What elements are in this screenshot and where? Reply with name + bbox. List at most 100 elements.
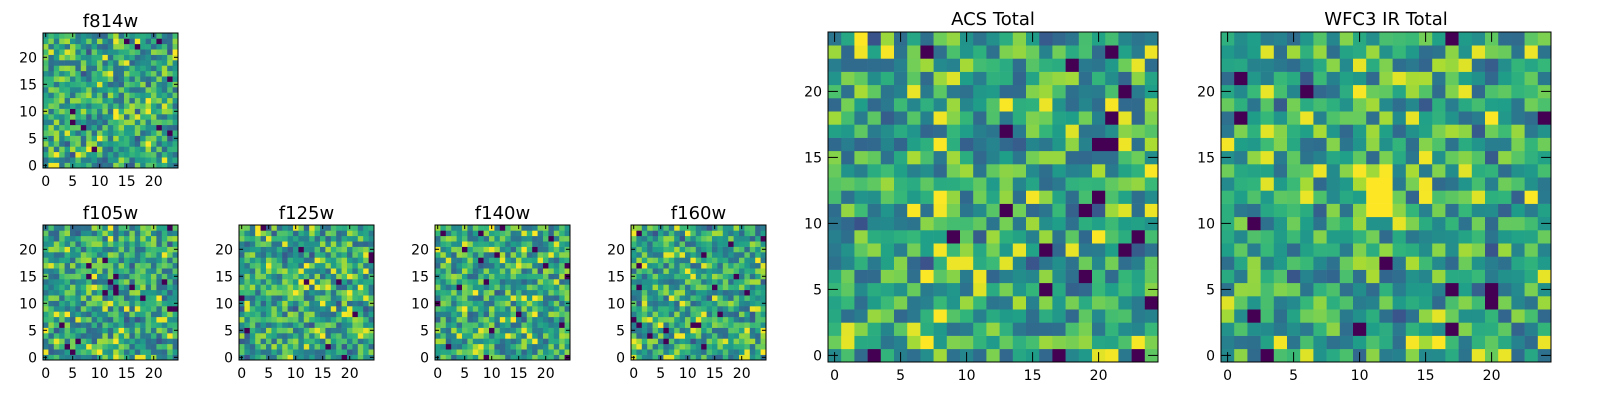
heatmap-cell <box>102 97 109 104</box>
heatmap-cell <box>97 257 103 264</box>
heatmap-cell <box>1313 32 1327 46</box>
heatmap-cell <box>1260 177 1275 191</box>
heatmap-cell <box>494 273 501 280</box>
heatmap-cell <box>1144 230 1159 244</box>
heatmap-cell <box>532 246 538 253</box>
heatmap-cell <box>1221 203 1235 218</box>
heatmap-cell <box>102 322 109 328</box>
heatmap-cell <box>118 124 125 131</box>
heatmap-cell <box>960 150 974 165</box>
heatmap-cell <box>357 273 364 280</box>
heatmap-cell <box>330 289 337 296</box>
heatmap-cell <box>140 252 146 258</box>
heatmap-cell <box>652 241 659 247</box>
heatmap-cell <box>282 333 288 339</box>
heatmap-cell <box>685 295 691 301</box>
heatmap-cell <box>276 295 283 301</box>
heatmap-cell <box>1118 282 1132 297</box>
heatmap-cell <box>156 338 163 345</box>
heatmap-cell <box>363 322 369 328</box>
heatmap-cell <box>107 327 114 334</box>
heatmap-cell <box>249 241 256 247</box>
heatmap-cell <box>674 262 680 269</box>
heatmap-cell <box>510 235 517 242</box>
heatmap-cell <box>641 273 648 280</box>
heatmap-cell <box>298 225 305 231</box>
heatmap-cell <box>462 327 468 334</box>
heatmap-cell <box>636 354 643 361</box>
heatmap-cell <box>1131 124 1146 138</box>
heatmap-cell <box>733 235 740 242</box>
heatmap-cell <box>451 322 457 328</box>
heatmap-cell <box>1052 124 1066 138</box>
heatmap-cell <box>1026 84 1040 99</box>
heatmap-cell <box>118 235 125 242</box>
heatmap-cell <box>933 256 948 270</box>
heatmap-cell <box>1524 216 1539 231</box>
heatmap-cell <box>64 103 71 109</box>
heatmap-cell <box>113 60 119 66</box>
heatmap-cell <box>489 316 495 323</box>
heatmap-cell <box>973 84 987 99</box>
heatmap-cell <box>59 124 65 131</box>
heatmap-cell <box>140 225 146 231</box>
heatmap-cell <box>986 269 1000 284</box>
heatmap-cell <box>239 311 245 318</box>
heatmap-cell <box>1105 45 1119 59</box>
heatmap-cell <box>537 268 544 274</box>
heatmap-cell <box>102 70 109 77</box>
heatmap-cell <box>1458 111 1473 125</box>
heatmap-cell <box>43 322 49 328</box>
heatmap-cell <box>712 311 718 318</box>
heatmap-cell <box>658 235 664 242</box>
heatmap-cell <box>920 269 934 284</box>
heatmap-cell <box>43 230 49 237</box>
heatmap-cell <box>1234 296 1248 310</box>
heatmap-cell <box>113 124 119 131</box>
heatmap-cell <box>1471 348 1486 363</box>
panel-title: f140w <box>475 203 530 224</box>
heatmap-cell <box>1432 230 1446 244</box>
heatmap-cell <box>1260 124 1275 138</box>
heatmap-cell <box>631 289 637 296</box>
y-tick-label: 5 <box>224 323 233 339</box>
heatmap-cell <box>920 111 934 125</box>
heatmap-cell <box>298 279 305 285</box>
heatmap-cell <box>483 252 490 258</box>
heatmap-cell <box>1052 269 1066 284</box>
heatmap-cell <box>140 60 146 66</box>
heatmap-cell <box>134 146 141 153</box>
heatmap-cell <box>1458 243 1473 257</box>
heatmap-cell <box>933 203 948 218</box>
heatmap-cell <box>1432 296 1446 310</box>
heatmap-cell <box>102 252 109 258</box>
heatmap-cell <box>564 241 571 247</box>
heatmap-cell <box>739 246 745 253</box>
heatmap-cell <box>1485 309 1499 323</box>
heatmap-cell <box>368 306 375 312</box>
heatmap-cell <box>298 349 305 355</box>
heatmap-cell <box>129 157 136 163</box>
heatmap-cell <box>647 252 653 258</box>
heatmap-cell <box>1234 269 1248 284</box>
heatmap-cell <box>489 333 495 339</box>
heatmap-cell <box>1445 309 1459 323</box>
heatmap-cell <box>1039 269 1053 284</box>
heatmap-cell <box>129 108 136 115</box>
heatmap-cell <box>70 241 76 247</box>
heatmap-cell <box>658 338 664 345</box>
heatmap-cell <box>75 268 82 274</box>
heatmap-cell <box>97 333 103 339</box>
heatmap-cell <box>134 284 141 291</box>
heatmap-cell <box>1366 256 1380 270</box>
heatmap-cell <box>167 43 173 50</box>
heatmap-cell <box>293 273 299 280</box>
heatmap-cell <box>841 216 855 231</box>
heatmap-cell <box>440 327 447 334</box>
heatmap-cell <box>86 146 92 153</box>
heatmap-cell <box>347 246 353 253</box>
heatmap-cell <box>325 343 332 350</box>
heatmap-cell <box>1092 58 1106 72</box>
heatmap-cell <box>59 279 65 285</box>
heatmap-cell <box>1118 309 1132 323</box>
